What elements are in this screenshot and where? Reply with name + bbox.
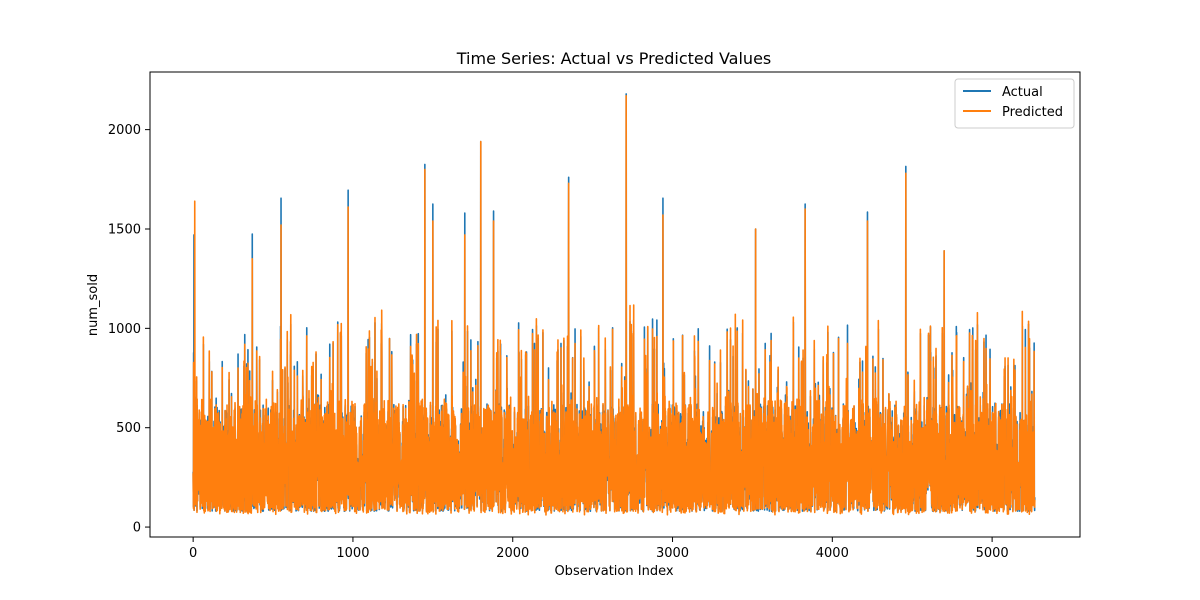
y-tick-label: 500 — [116, 421, 141, 436]
legend-label-actual: Actual — [1002, 85, 1043, 100]
y-tick-label: 1500 — [108, 222, 141, 237]
series-layer — [192, 93, 1036, 516]
y-axis: 0 500 1000 1500 2000 — [108, 123, 150, 536]
chart-title: Time Series: Actual vs Predicted Values — [456, 49, 772, 68]
y-tick-label: 1000 — [108, 322, 141, 337]
x-tick-label: 0 — [189, 546, 197, 561]
plot-frame — [149, 71, 1081, 538]
y-tick-label: 2000 — [108, 123, 141, 138]
x-axis-label: Observation Index — [554, 564, 673, 579]
x-tick-label: 1000 — [336, 546, 369, 561]
y-tick-label: 0 — [133, 521, 141, 536]
series-line-predicted — [192, 95, 1036, 516]
x-tick-label: 4000 — [816, 546, 849, 561]
legend-label-predicted: Predicted — [1002, 105, 1063, 120]
x-tick-label: 5000 — [976, 546, 1009, 561]
x-tick-label: 2000 — [496, 546, 529, 561]
x-axis: 0 1000 2000 3000 4000 5000 — [189, 537, 1009, 561]
x-tick-label: 3000 — [656, 546, 689, 561]
legend: Actual Predicted — [954, 78, 1075, 129]
y-axis-label: num_sold — [86, 274, 101, 336]
